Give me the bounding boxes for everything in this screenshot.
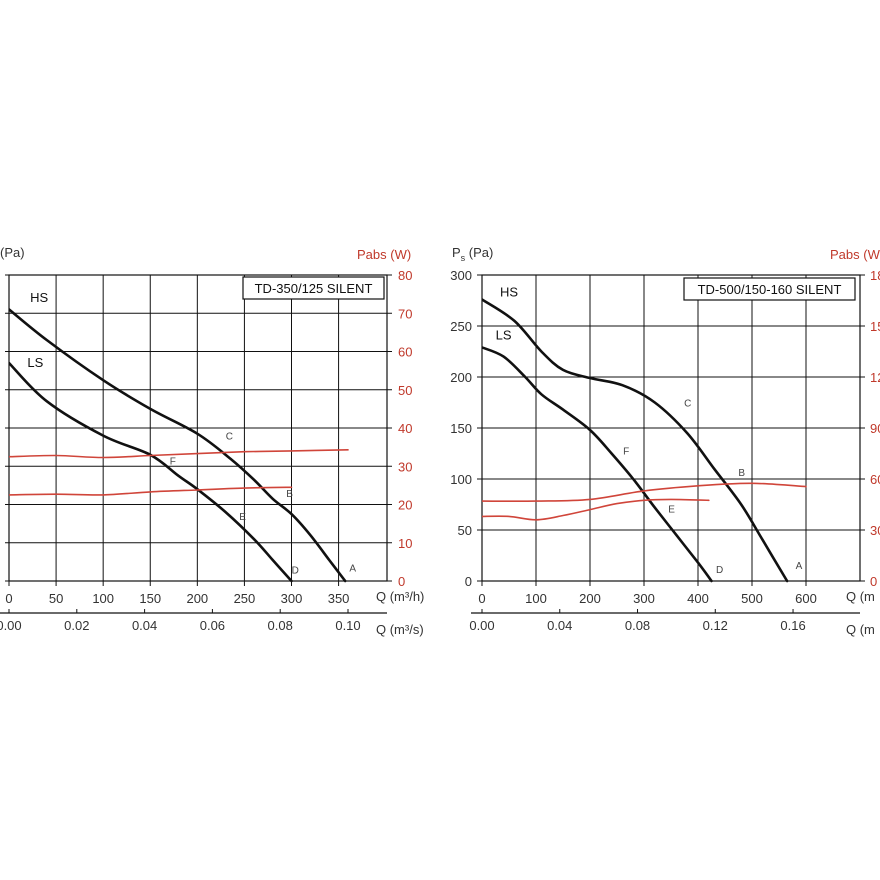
x-axis-tick-label: 500 — [741, 591, 763, 606]
left-axis-tick-label: 100 — [450, 472, 472, 487]
chart-td-350: 0 10 20 30 40 50 60 70 80 0 50 100 150 200 250 300 350 0.… — [0, 245, 424, 637]
right-axis-tick-label: 80 — [398, 268, 412, 283]
right-axis-tick-label: 150 — [870, 319, 880, 334]
x2-axis-tick-label: 0.02 — [64, 618, 89, 633]
operating-point-label-b: B — [738, 468, 745, 479]
x2-axis-tick-label: 0.00 — [469, 618, 494, 633]
right-axis-tick-label: 0 — [870, 574, 877, 589]
right-axis-tick-label: 60 — [870, 472, 880, 487]
x2-axis-tick-label: 0.08 — [268, 618, 293, 633]
x-axis-tick-label: 350 — [328, 591, 350, 606]
curve-label-ls: LS — [27, 355, 43, 370]
x2-axis-tick-label: 0.10 — [335, 618, 360, 633]
x-axis-secondary-label: Q (m — [846, 622, 875, 637]
x-axis-tick-label: 250 — [234, 591, 256, 606]
x2-axis-tick-label: 0.04 — [547, 618, 572, 633]
right-axis-tick-label: 30 — [398, 459, 412, 474]
x2-axis-tick-label: 0.12 — [703, 618, 728, 633]
curve-label-hs: HS — [30, 290, 48, 305]
operating-point-label-b: B — [286, 489, 293, 500]
x-axis-tick-label: 200 — [579, 591, 601, 606]
power-curve-2 — [482, 482, 807, 503]
right-axis-tick-label: 90 — [870, 421, 880, 436]
model-label-box — [242, 276, 385, 300]
x2-axis-tick-label: 0.08 — [625, 618, 650, 633]
right-axis-tick-label: 40 — [398, 421, 412, 436]
chart-td-500: 0 30 60 90 120 150 180 0 50 100 150 200 250 300 0 100 20… — [450, 245, 880, 637]
x2-axis-tick-label: 0.00 — [0, 618, 22, 633]
x-axis-tick-label: 50 — [49, 591, 63, 606]
operating-point-label-f: F — [623, 447, 629, 458]
power-curve-3 — [9, 486, 293, 496]
x-axis-tick-label: 600 — [795, 591, 817, 606]
y-axis-right-label: Pabs (W — [830, 247, 880, 262]
pressure-curve-ls — [482, 346, 713, 583]
model-label: TD-500/150-160 SILENT — [698, 282, 842, 297]
right-axis-tick-label: 120 — [870, 370, 880, 385]
x-axis-tick-label: 100 — [525, 591, 547, 606]
y-axis-right-label: Pabs (W) — [357, 247, 411, 262]
x-axis-tick-label: 200 — [186, 591, 208, 606]
power-curve-2 — [9, 449, 349, 459]
right-axis-tick-label: 60 — [398, 345, 412, 360]
model-label: TD-350/125 SILENT — [255, 281, 373, 296]
pressure-curve-ls — [9, 361, 293, 583]
left-axis-tick-label: 200 — [450, 370, 472, 385]
curve-label-hs: HS — [500, 284, 518, 299]
operating-point-label-e: E — [239, 512, 246, 523]
right-axis-tick-label: 0 — [398, 574, 405, 589]
left-axis-tick-label: 0 — [465, 574, 472, 589]
power-curve-3 — [482, 498, 710, 521]
x2-axis-tick-label: 0.04 — [132, 618, 157, 633]
right-axis-tick-label: 30 — [870, 523, 880, 538]
curve-label-ls: LS — [496, 327, 512, 342]
right-axis-tick-label: 180 — [870, 268, 880, 283]
x-axis-tick-label: 0 — [5, 591, 12, 606]
left-axis-tick-label: 300 — [450, 268, 472, 283]
right-axis-tick-label: 20 — [398, 498, 412, 513]
x-axis-primary-label: Q (m — [846, 589, 875, 604]
right-axis-tick-label: 50 — [398, 383, 412, 398]
y-axis-left-label: Ps (Pa) — [452, 245, 493, 263]
x-axis-tick-label: 100 — [92, 591, 114, 606]
x-axis-tick-label: 150 — [139, 591, 161, 606]
y-axis-left-label: (Pa) — [0, 245, 25, 260]
pressure-curve-hs — [9, 308, 347, 583]
operating-point-label-d: D — [292, 565, 299, 576]
x-axis-primary-label: Q (m³/h) — [376, 589, 424, 604]
operating-point-label-c: C — [684, 399, 691, 410]
left-axis-tick-label: 150 — [450, 421, 472, 436]
right-axis-tick-label: 70 — [398, 306, 412, 321]
pressure-curve-hs — [482, 298, 789, 583]
x-axis-secondary-label: Q (m³/s) — [376, 622, 424, 637]
operating-point-label-f: F — [170, 456, 176, 467]
x-axis-tick-label: 0 — [478, 591, 485, 606]
x-axis-tick-label: 300 — [633, 591, 655, 606]
operating-point-label-a: A — [349, 563, 356, 574]
operating-point-label-e: E — [668, 505, 675, 516]
operating-point-label-c: C — [226, 431, 233, 442]
operating-point-label-d: D — [716, 565, 723, 576]
left-axis-tick-label: 250 — [450, 319, 472, 334]
operating-point-label-a: A — [796, 561, 803, 572]
x2-axis-tick-label: 0.06 — [200, 618, 225, 633]
x-axis-tick-label: 400 — [687, 591, 709, 606]
right-axis-tick-label: 10 — [398, 536, 412, 551]
left-axis-tick-label: 50 — [458, 523, 472, 538]
x-axis-tick-label: 300 — [281, 591, 303, 606]
x2-axis-tick-label: 0.16 — [780, 618, 805, 633]
model-label-box — [683, 277, 856, 301]
